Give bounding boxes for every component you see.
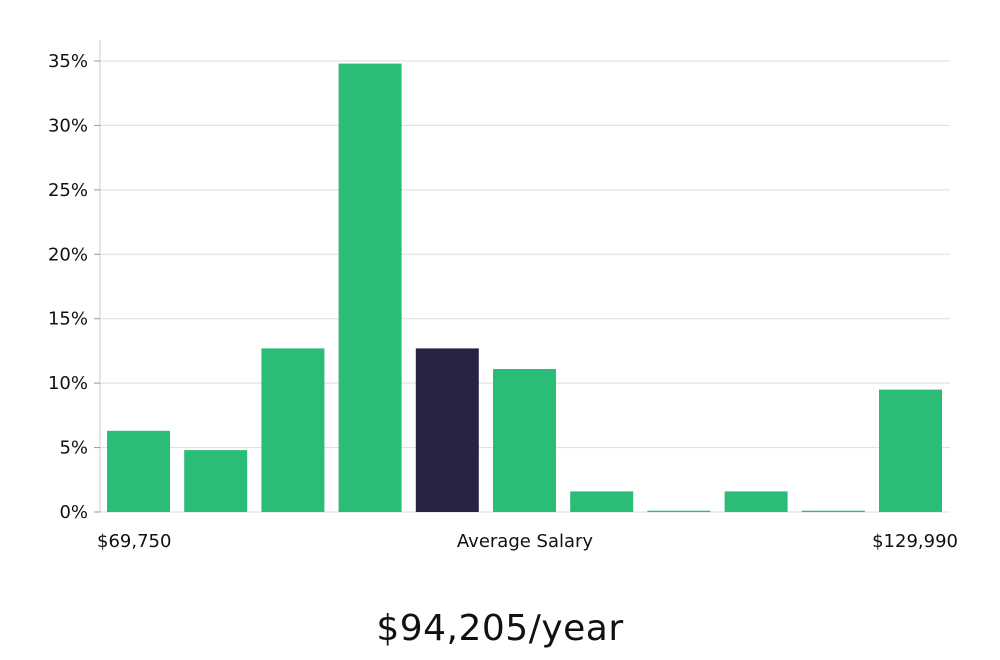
y-tick-label-30: 30% — [48, 115, 88, 136]
bar-8 — [724, 491, 788, 512]
y-tick-label-15: 15% — [48, 309, 88, 330]
bar-1 — [184, 450, 248, 512]
y-tick-label-5: 5% — [59, 438, 88, 459]
salary-histogram: 0% 5% 10% 15% 20% 25% 30% 35% $69,750 Average S… — [48, 40, 958, 552]
x-min-label: $69,750 — [97, 531, 171, 552]
bar-3 — [338, 63, 402, 512]
x-max-label: $129,990 — [872, 531, 958, 552]
bars — [107, 63, 942, 512]
y-tick-label-35: 35% — [48, 51, 88, 72]
bar-6 — [570, 491, 634, 512]
average-salary-value: $94,205/year — [376, 608, 624, 649]
bar-5 — [493, 369, 556, 512]
y-tick-label-10: 10% — [48, 373, 88, 394]
y-tick-label-20: 20% — [48, 244, 88, 265]
y-tick-label-0: 0% — [59, 502, 88, 523]
y-axis-ticks: 0% 5% 10% 15% 20% 25% 30% 35% — [48, 51, 100, 523]
bar-9 — [801, 510, 865, 512]
x-axis-title: Average Salary — [457, 531, 594, 552]
bar-2 — [261, 348, 325, 512]
bar-7 — [647, 510, 711, 512]
bar-average-salary — [415, 348, 479, 512]
bar-0 — [107, 430, 170, 512]
bar-10 — [879, 389, 942, 512]
y-tick-label-25: 25% — [48, 180, 88, 201]
